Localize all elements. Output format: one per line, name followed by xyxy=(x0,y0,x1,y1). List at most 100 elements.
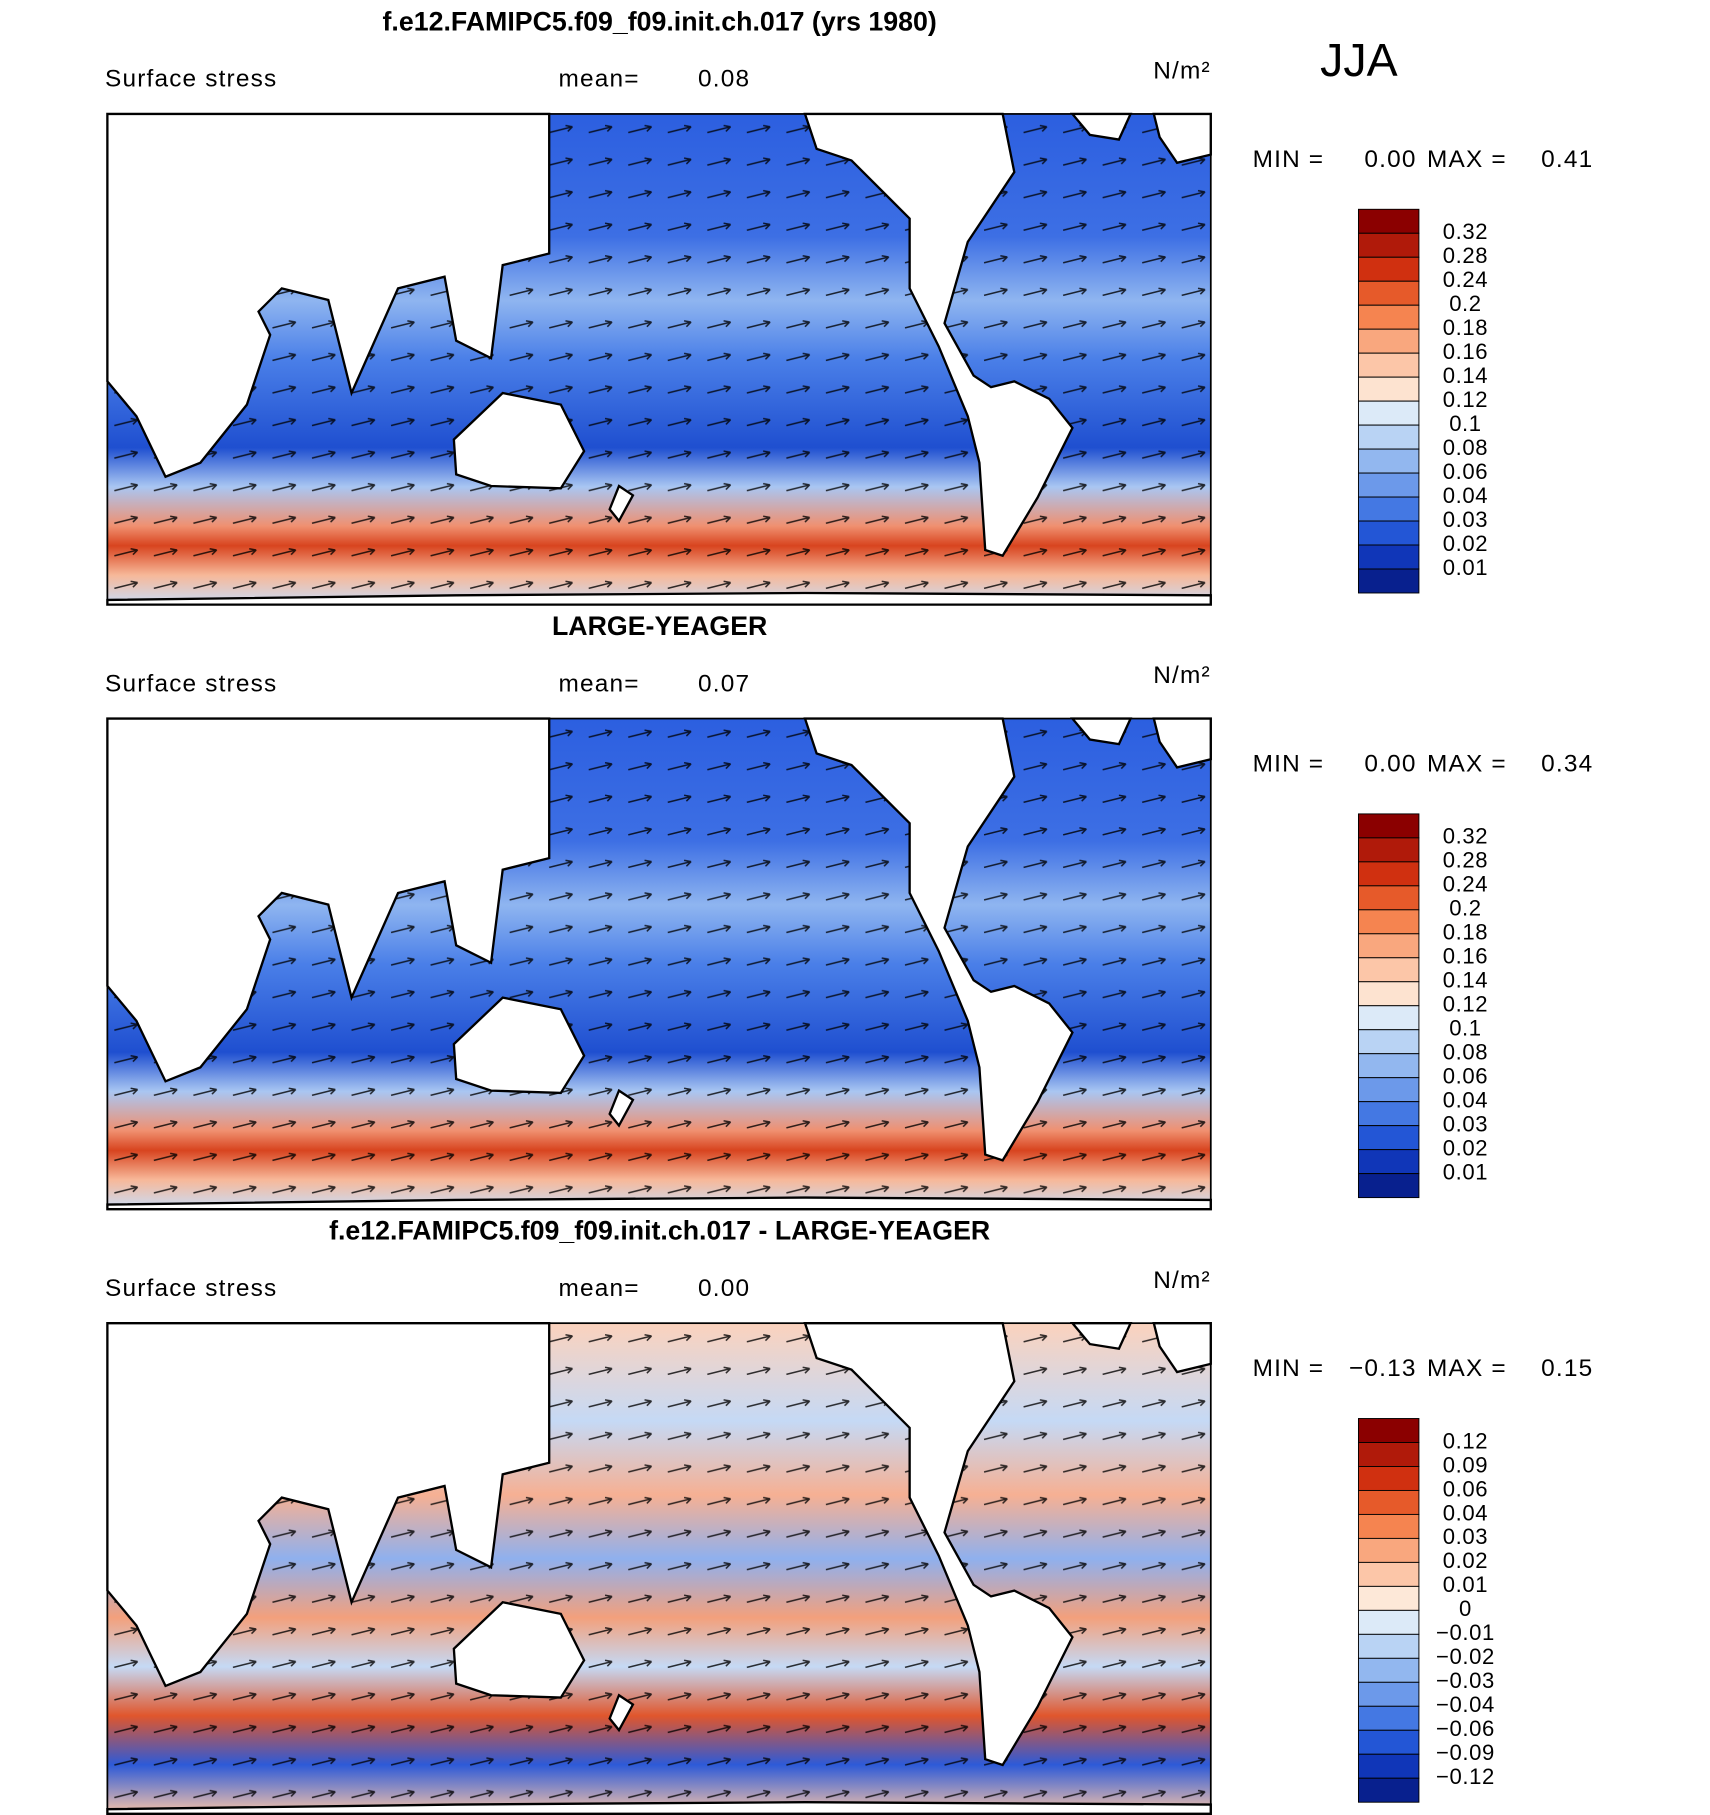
colorbar-label: 0.08 xyxy=(1443,435,1488,460)
colorbar-box xyxy=(1357,1729,1420,1755)
colorbar-label: 0.03 xyxy=(1443,507,1488,532)
colorbar-box xyxy=(1357,424,1420,450)
map xyxy=(106,112,1212,606)
mean-label: mean= xyxy=(559,670,640,697)
colorbar-label: 0.04 xyxy=(1443,483,1488,508)
colorbar-label: 0.09 xyxy=(1443,1452,1488,1477)
max-value: 0.34 xyxy=(1541,751,1593,778)
min-value: 0.00 xyxy=(1364,751,1416,778)
colorbar-box xyxy=(1357,1561,1420,1587)
colorbar-box xyxy=(1357,496,1420,522)
colorbar-label: 0.06 xyxy=(1443,1064,1488,1089)
colorbar-box xyxy=(1357,1633,1420,1659)
colorbar-label: 0.1 xyxy=(1449,1016,1481,1041)
colorbar-box xyxy=(1357,1466,1420,1491)
colorbar-label: 0.03 xyxy=(1443,1524,1488,1549)
colorbar-box xyxy=(1357,885,1420,911)
season-label: JJA xyxy=(1320,34,1398,86)
mean-value: 0.08 xyxy=(698,66,750,93)
colorbar-label: 0.02 xyxy=(1443,531,1488,556)
colorbar-label: 0.2 xyxy=(1449,896,1481,921)
min-value: 0.00 xyxy=(1364,146,1416,173)
colorbar-box xyxy=(1357,472,1420,498)
max-label: MAX = xyxy=(1427,751,1507,778)
units: N/m² xyxy=(1153,662,1211,689)
colorbar-label: 0.28 xyxy=(1443,848,1488,873)
colorbar-box xyxy=(1357,544,1420,570)
colorbar-label: 0.2 xyxy=(1449,291,1481,316)
colorbar-label: −0.06 xyxy=(1436,1716,1495,1741)
colorbar-box xyxy=(1357,1705,1420,1731)
colorbar-box xyxy=(1357,1149,1420,1175)
colorbar-box xyxy=(1357,933,1420,959)
panel-title: f.e12.FAMIPC5.f09_f09.init.ch.017 - LARG… xyxy=(329,1216,990,1246)
colorbar-box xyxy=(1357,1609,1420,1635)
units: N/m² xyxy=(1153,58,1211,85)
colorbar-label: 0.01 xyxy=(1443,555,1488,580)
colorbar-box xyxy=(1357,1753,1420,1779)
units: N/m² xyxy=(1153,1267,1211,1294)
min-value: −0.13 xyxy=(1349,1355,1417,1382)
variable-name: Surface stress xyxy=(105,670,277,697)
colorbar-label: −0.03 xyxy=(1436,1668,1495,1693)
colorbar-box xyxy=(1357,1418,1420,1443)
colorbar-label: −0.02 xyxy=(1436,1644,1495,1669)
mean-value: 0.07 xyxy=(698,670,750,697)
colorbar-box xyxy=(1357,1585,1420,1611)
colorbar-box xyxy=(1357,1442,1420,1467)
colorbar-box xyxy=(1357,837,1420,863)
colorbar-label: 0.04 xyxy=(1443,1088,1488,1113)
colorbar-box xyxy=(1357,256,1420,282)
variable-name: Surface stress xyxy=(105,66,277,93)
colorbar-box xyxy=(1357,1513,1420,1539)
colorbar-box xyxy=(1357,232,1420,258)
min-label: MIN = xyxy=(1253,751,1325,778)
colorbar-box xyxy=(1357,1005,1420,1031)
colorbar-box xyxy=(1357,1537,1420,1563)
colorbar-label: 0.03 xyxy=(1443,1111,1488,1136)
colorbar-label: 0.32 xyxy=(1443,824,1488,849)
max-value: 0.15 xyxy=(1541,1355,1593,1382)
colorbar-label: 0.14 xyxy=(1443,363,1488,388)
colorbar-box xyxy=(1357,1125,1420,1151)
colorbar-box xyxy=(1357,376,1420,402)
colorbar-label: 0.12 xyxy=(1443,387,1488,412)
max-value: 0.41 xyxy=(1541,146,1593,173)
colorbar-label: 0.01 xyxy=(1443,1572,1488,1597)
colorbar-box xyxy=(1357,1053,1420,1079)
colorbar-box xyxy=(1357,1077,1420,1103)
colorbar-label: 0.04 xyxy=(1443,1500,1488,1525)
colorbar-label: −0.04 xyxy=(1436,1692,1495,1717)
max-label: MAX = xyxy=(1427,1355,1507,1382)
colorbar-label: 0.24 xyxy=(1443,267,1488,292)
colorbar-label: 0.02 xyxy=(1443,1548,1488,1573)
colorbar-box xyxy=(1357,448,1420,474)
colorbar-label: 0.08 xyxy=(1443,1040,1488,1065)
colorbar-box xyxy=(1357,1173,1420,1199)
colorbar-label: 0.28 xyxy=(1443,243,1488,268)
colorbar-box xyxy=(1357,1101,1420,1127)
colorbar-label: 0.18 xyxy=(1443,920,1488,945)
colorbar-label: 0.16 xyxy=(1443,944,1488,969)
panel-title: LARGE-YEAGER xyxy=(552,611,767,641)
colorbar-label: 0.24 xyxy=(1443,872,1488,897)
colorbar-box xyxy=(1357,400,1420,426)
colorbar-label: −0.09 xyxy=(1436,1740,1495,1765)
colorbar-box xyxy=(1357,861,1420,887)
colorbar-box xyxy=(1357,981,1420,1007)
colorbar-label: 0.1 xyxy=(1449,411,1481,436)
colorbar-label: −0.12 xyxy=(1436,1764,1495,1789)
colorbar-label: 0.12 xyxy=(1443,1428,1488,1453)
mean-label: mean= xyxy=(559,1275,640,1302)
min-label: MIN = xyxy=(1253,146,1325,173)
variable-name: Surface stress xyxy=(105,1275,277,1302)
mean-value: 0.00 xyxy=(698,1275,750,1302)
colorbar-label: 0.01 xyxy=(1443,1159,1488,1184)
colorbar-box xyxy=(1357,352,1420,378)
colorbar-label: 0.18 xyxy=(1443,315,1488,340)
colorbar-label: 0.14 xyxy=(1443,968,1488,993)
colorbar-box xyxy=(1357,1657,1420,1683)
map xyxy=(106,1322,1212,1815)
colorbar-label: 0.12 xyxy=(1443,992,1488,1017)
